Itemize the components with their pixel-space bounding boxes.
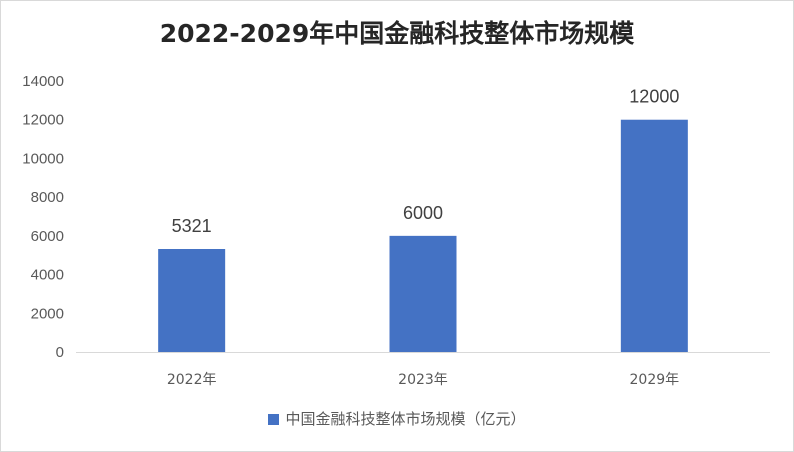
y-tick-label: 4000 bbox=[31, 267, 64, 284]
y-tick-label: 14000 bbox=[22, 73, 64, 90]
data-label: 6000 bbox=[403, 203, 443, 223]
x-tick-label: 2022年 bbox=[167, 372, 217, 388]
y-tick-label: 2000 bbox=[31, 305, 64, 322]
x-axis: 2022年 2023年 2029年 bbox=[167, 372, 679, 388]
y-tick-label: 12000 bbox=[22, 112, 64, 129]
bar bbox=[389, 235, 457, 352]
data-labels: 5321 6000 12000 bbox=[172, 87, 680, 236]
y-tick-label: 10000 bbox=[22, 150, 64, 167]
chart-title: 2022-2029年中国金融科技整体市场规模 bbox=[159, 19, 635, 48]
data-label: 5321 bbox=[172, 216, 212, 236]
legend-label: 中国金融科技整体市场规模（亿元） bbox=[285, 410, 526, 428]
y-tick-label: 8000 bbox=[31, 189, 64, 206]
y-tick-label: 6000 bbox=[31, 228, 64, 245]
bars bbox=[158, 119, 688, 352]
x-tick-label: 2029年 bbox=[630, 372, 680, 388]
bar bbox=[620, 119, 688, 352]
y-tick-label: 0 bbox=[56, 344, 64, 361]
x-tick-label: 2023年 bbox=[398, 372, 448, 388]
bar bbox=[158, 249, 226, 352]
legend-swatch bbox=[268, 414, 280, 425]
data-label: 12000 bbox=[629, 87, 679, 107]
y-axis: 0 2000 4000 6000 8000 10000 12000 14000 bbox=[22, 73, 64, 361]
legend: 中国金融科技整体市场规模（亿元） bbox=[0, 408, 794, 429]
